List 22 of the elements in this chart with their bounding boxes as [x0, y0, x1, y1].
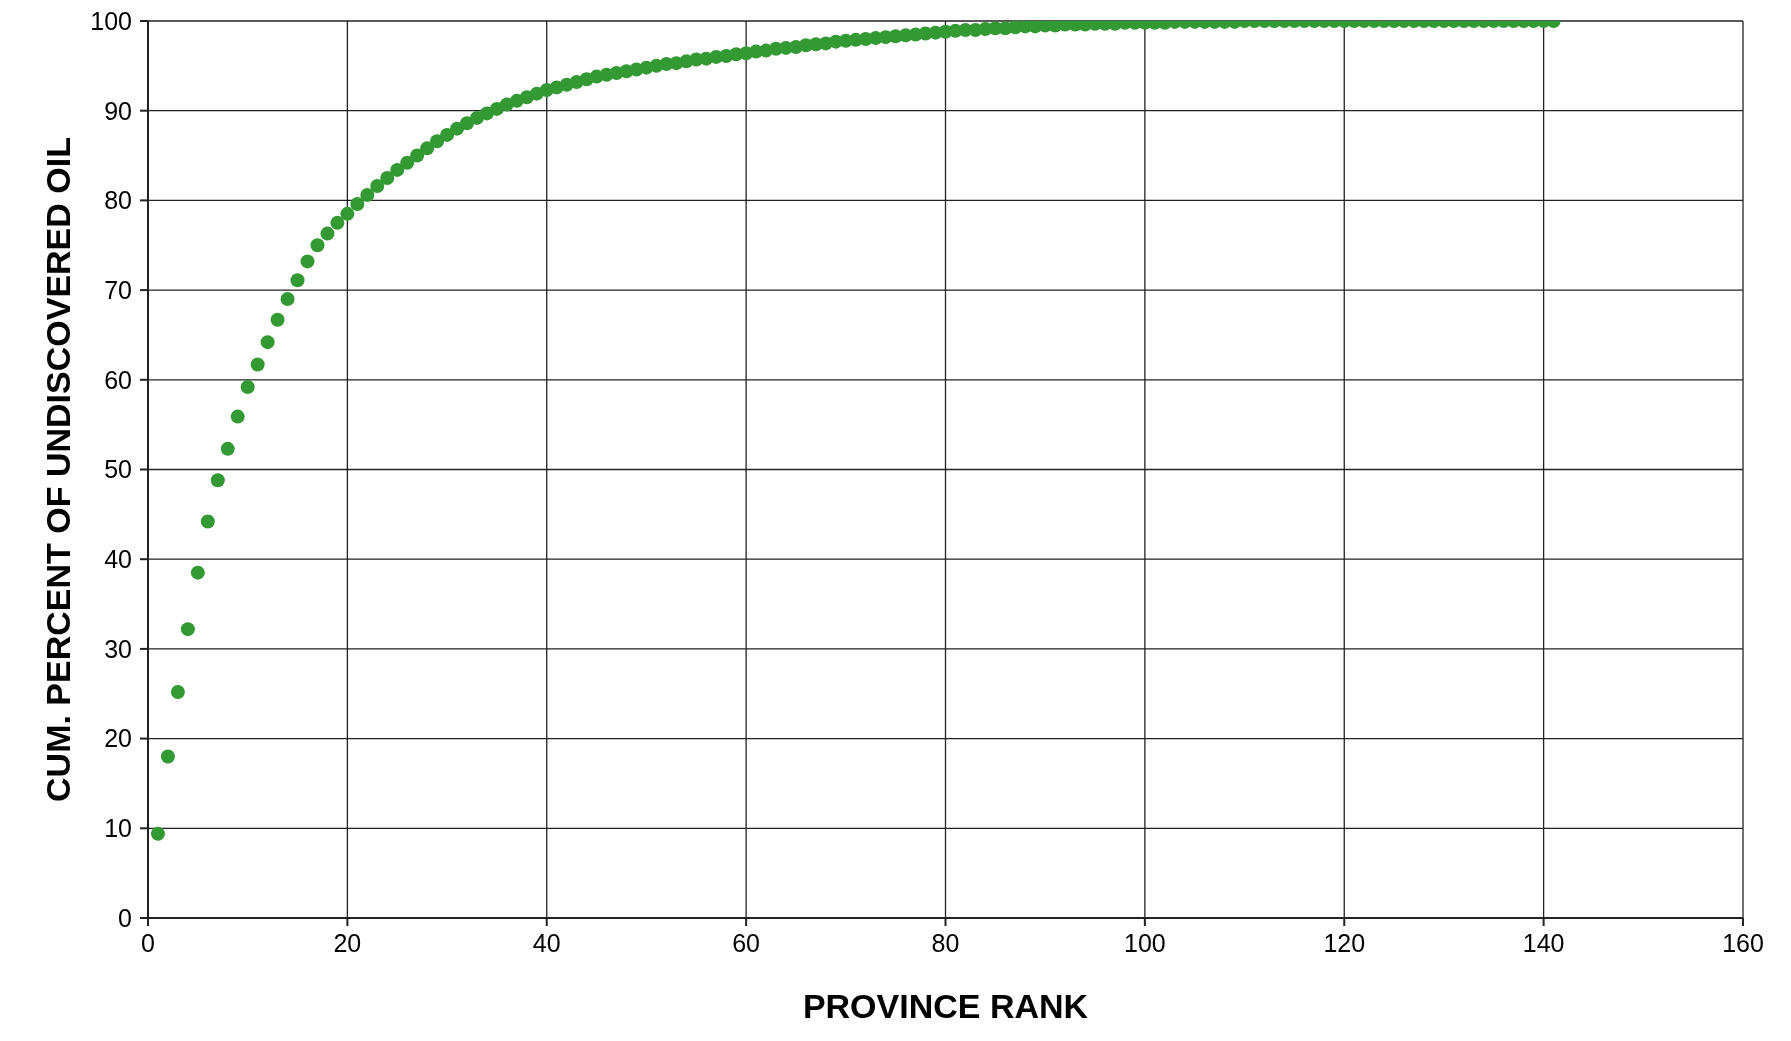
- x-tick-label: 100: [1124, 928, 1166, 957]
- y-tick-label: 10: [104, 814, 132, 843]
- y-tick-label: 90: [104, 96, 132, 125]
- y-tick-label: 100: [90, 6, 132, 35]
- x-tick-label: 0: [141, 928, 155, 957]
- x-tick-label: 60: [732, 928, 761, 957]
- x-tick-label: 120: [1323, 928, 1366, 957]
- y-tick-label: 20: [104, 724, 132, 753]
- x-tick-label: 80: [931, 928, 960, 957]
- y-tick-label: 70: [104, 275, 132, 304]
- y-tick-label: 30: [104, 634, 132, 663]
- y-tick-label: 60: [104, 365, 132, 394]
- y-tick-label: 50: [104, 455, 132, 484]
- y-tick-label: 0: [118, 903, 132, 932]
- x-tick-label: 20: [333, 928, 362, 957]
- y-tick-label: 80: [104, 186, 132, 215]
- x-axis-title: PROVINCE RANK: [802, 987, 1089, 1025]
- y-axis-title: CUM. PERCENT OF UNDISCOVERED OIL: [39, 137, 78, 802]
- x-tick-label: 140: [1522, 928, 1565, 957]
- x-tick-label: 40: [532, 928, 561, 957]
- x-tick-label: 160: [1722, 928, 1764, 957]
- y-tick-label: 40: [104, 545, 132, 574]
